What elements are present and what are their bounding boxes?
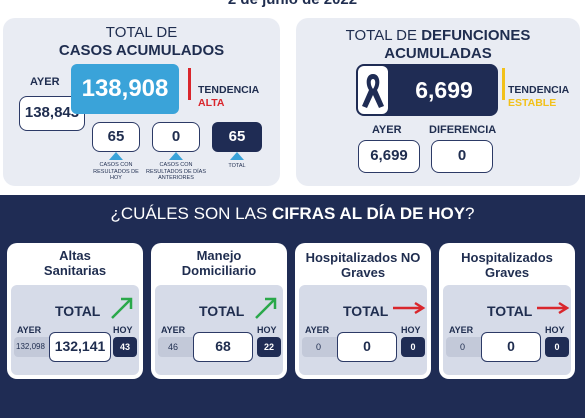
triangle-up-icon <box>230 152 244 160</box>
card-title: Manejo Domiciliario <box>181 248 257 278</box>
card-title: Hospitalizados NO Graves <box>305 250 421 280</box>
trend-up-arrow-icon <box>111 297 133 319</box>
tendencia-alta-bar <box>188 68 191 100</box>
casos-ayer-label: AYER <box>30 76 60 88</box>
defunciones-tendencia-label: TENDENCIA <box>508 84 570 96</box>
defunciones-title-bold: DEFUNCIONES <box>421 27 531 44</box>
defunciones-total-box: 6,699 <box>356 64 498 116</box>
card-total-label: TOTAL <box>55 303 101 319</box>
defunciones-tendencia-value: ESTABLE <box>508 97 557 109</box>
card-ayer-value: 46 <box>158 337 202 357</box>
card-ayer-label: AYER <box>17 325 42 335</box>
card-hoy-label: HOY <box>401 325 421 335</box>
triangle-up-icon <box>109 152 123 160</box>
card-ayer-label: AYER <box>305 325 330 335</box>
defunciones-title-prefix: TOTAL DE <box>345 27 422 44</box>
card-hoy-label: HOY <box>545 325 565 335</box>
card-total-value: 132,141 <box>49 332 111 362</box>
card-hospitalizados-no-graves: Hospitalizados NO Graves TOTAL AYER 0 0 … <box>295 243 431 379</box>
card-hospitalizados-graves: Hospitalizados Graves TOTAL AYER 0 0 HOY… <box>439 243 575 379</box>
casos-hoy-value: 65 <box>92 122 140 152</box>
defunciones-title-line1: TOTAL DE DEFUNCIONES <box>296 27 580 45</box>
card-hoy-value: 43 <box>113 337 137 357</box>
defunciones-panel: TOTAL DE DEFUNCIONES ACUMULADAS 6,699 TE… <box>296 18 580 186</box>
card-ayer-value: 132,098 <box>14 337 54 357</box>
mourning-ribbon-icon <box>362 74 384 108</box>
card-ayer-label: AYER <box>449 325 474 335</box>
card-body: TOTAL AYER 0 0 HOY 0 <box>299 285 427 375</box>
card-total-value: 68 <box>193 332 253 362</box>
casos-tendencia-label: TENDENCIA <box>198 84 260 96</box>
card-total-label: TOTAL <box>343 303 389 319</box>
card-ayer-value: 0 <box>446 337 490 357</box>
casos-total-value: 138,908 <box>71 64 179 114</box>
card-manejo-domiciliario: Manejo Domiciliario TOTAL AYER 46 68 HOY… <box>151 243 287 379</box>
card-total-label: TOTAL <box>487 303 533 319</box>
card-altas-sanitarias: Altas Sanitarias TOTAL AYER 132,098 132,… <box>7 243 143 379</box>
card-total-value: 0 <box>337 332 397 362</box>
casos-title-line1: TOTAL DE <box>105 24 178 41</box>
card-title: Hospitalizados Graves <box>461 250 553 280</box>
card-body: TOTAL AYER 132,098 132,141 HOY 43 <box>11 285 139 375</box>
card-hoy-value: 0 <box>401 337 425 357</box>
casos-title-line2: CASOS ACUMULADOS <box>58 42 225 59</box>
triangle-up-icon <box>169 152 183 160</box>
defunciones-diferencia-value: 0 <box>431 140 493 173</box>
card-body: TOTAL AYER 0 0 HOY 0 <box>443 285 571 375</box>
cifras-title-suffix: ? <box>465 204 475 223</box>
card-ayer-label: AYER <box>161 325 186 335</box>
card-hoy-value: 0 <box>545 337 569 357</box>
card-ayer-value: 0 <box>302 337 346 357</box>
casos-total-small-caption: TOTAL <box>228 163 246 169</box>
cifras-title-prefix: ¿CUÁLES SON LAS <box>110 204 273 223</box>
casos-tendencia-value: ALTA <box>198 97 225 109</box>
card-title: Altas Sanitarias <box>43 248 107 278</box>
trend-flat-arrow-icon <box>537 301 570 315</box>
defunciones-title-line2: ACUMULADAS <box>384 45 492 62</box>
card-hoy-label: HOY <box>257 325 277 335</box>
card-total-label: TOTAL <box>199 303 245 319</box>
card-body: TOTAL AYER 46 68 HOY 22 <box>155 285 283 375</box>
casos-hoy-caption: CASOS CON RESULTADOS DE HOY <box>93 162 139 181</box>
ribbon-frame <box>358 66 388 114</box>
trend-up-arrow-icon <box>255 297 277 319</box>
card-hoy-value: 22 <box>257 337 281 357</box>
casos-total-small-value: 65 <box>212 122 262 152</box>
casos-anteriores-caption: CASOS CON RESULTADOS DE DÍAS ANTERIORES <box>146 162 207 181</box>
card-hoy-label: HOY <box>113 325 133 335</box>
casos-anteriores-value: 0 <box>152 122 200 152</box>
report-date: 2 de junio de 2022 <box>0 0 585 8</box>
casos-acumulados-panel: TOTAL DE CASOS ACUMULADOS AYER 138,843 1… <box>3 18 280 186</box>
defunciones-ayer-value: 6,699 <box>358 140 420 173</box>
defunciones-diferencia-label: DIFERENCIA <box>429 124 497 136</box>
tendencia-estable-bar <box>502 68 505 100</box>
defunciones-total-value: 6,699 <box>415 77 473 103</box>
card-total-value: 0 <box>481 332 541 362</box>
cifras-hoy-title: ¿CUÁLES SON LAS CIFRAS AL DÍA DE HOY? <box>0 204 585 224</box>
defunciones-ayer-label: AYER <box>372 124 402 136</box>
cifras-title-bold: CIFRAS AL DÍA DE HOY <box>272 204 466 223</box>
trend-flat-arrow-icon <box>393 301 426 315</box>
